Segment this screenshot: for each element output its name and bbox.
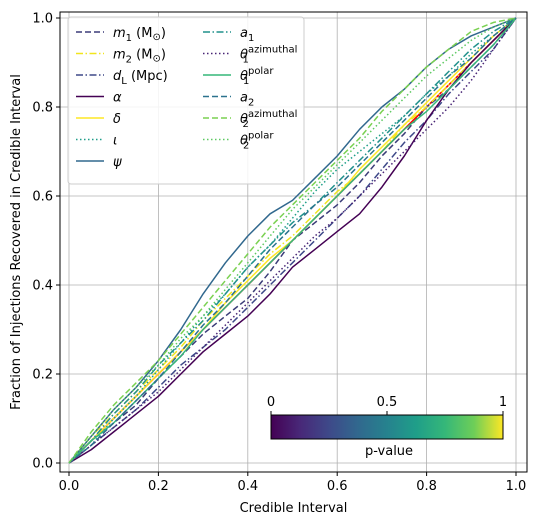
x-tick-label: 1.0 bbox=[506, 479, 527, 494]
series-line-11 bbox=[68, 17, 517, 464]
legend-box bbox=[67, 16, 305, 185]
legend-label-main: ι bbox=[113, 134, 117, 149]
legend-label-sup: azimuthal bbox=[248, 45, 297, 56]
y-tick-label: 0.6 bbox=[32, 190, 53, 205]
colorbar-gradient bbox=[270, 414, 504, 440]
legend-label-sub: 1 bbox=[243, 76, 249, 87]
legend-label-suffix: (M bbox=[132, 26, 152, 41]
legend-label-3: α bbox=[113, 91, 122, 106]
x-ticks: 0.0 0.2 0.4 0.6 0.8 1.0 bbox=[59, 472, 527, 494]
legend-label-sup: polar bbox=[248, 66, 274, 77]
legend-label-main: m bbox=[113, 26, 126, 41]
series-line-7 bbox=[68, 17, 517, 464]
legend-label-6: ψ bbox=[113, 155, 122, 170]
y-tick-label: 0.4 bbox=[32, 279, 53, 294]
colorbar-tick-label: 1 bbox=[499, 395, 507, 410]
y-tick-label: 0.8 bbox=[32, 101, 53, 116]
legend-label-sub: 2 bbox=[126, 55, 132, 66]
legend-label-12: θpolar 2 bbox=[240, 131, 274, 152]
legend-label-sub: 2 bbox=[242, 119, 248, 130]
legend-label-main: θ bbox=[240, 69, 248, 84]
colorbar-tick-label: 0 bbox=[267, 395, 275, 410]
x-tick-label: 0.2 bbox=[148, 479, 169, 494]
x-axis-label: Credible Interval bbox=[240, 501, 348, 516]
legend-label-5: ι bbox=[113, 134, 117, 149]
legend-label-11: θazimuthal 2 bbox=[240, 109, 297, 130]
x-tick-label: 0.6 bbox=[327, 479, 348, 494]
colorbar-label: p-value bbox=[365, 444, 413, 459]
legend-label-main: θ bbox=[240, 112, 248, 127]
legend-label-1: m2 (M⊙) bbox=[113, 48, 166, 66]
colorbar-tick-label: 0.5 bbox=[377, 395, 398, 410]
y-tick-label: 1.0 bbox=[32, 12, 53, 27]
legend-label-sub: 1 bbox=[126, 33, 132, 44]
x-tick-label: 0.8 bbox=[416, 479, 437, 494]
legend-label-sub: L bbox=[121, 76, 127, 87]
legend-label-sun: ⊙ bbox=[152, 54, 160, 65]
legend-label-main: m bbox=[113, 48, 126, 63]
legend-label-main: α bbox=[113, 91, 122, 106]
legend-label-main: a bbox=[240, 26, 248, 41]
legend-label-4: δ bbox=[113, 112, 121, 127]
y-tick-label: 0.0 bbox=[32, 457, 53, 472]
legend-label-sub: 2 bbox=[248, 98, 254, 109]
series-layer bbox=[68, 17, 517, 464]
series-line-2 bbox=[68, 17, 517, 464]
legend-label-sub: 2 bbox=[243, 141, 249, 152]
legend-label-main: θ bbox=[240, 48, 248, 63]
legend-label-main: a bbox=[240, 91, 248, 106]
series-line-1 bbox=[68, 17, 517, 464]
y-ticks: 0.0 0.2 0.4 0.6 0.8 1.0 bbox=[32, 12, 60, 472]
legend-label-0: m1 (M⊙) bbox=[113, 26, 166, 44]
legend-label-main: θ bbox=[240, 134, 248, 149]
legend-label-7: a1 bbox=[240, 26, 254, 44]
colorbar: 0 0.5 1 p-value bbox=[267, 395, 507, 459]
legend-label-main: δ bbox=[113, 112, 121, 127]
x-tick-label: 0.4 bbox=[237, 479, 258, 494]
legend-label-close: ) bbox=[161, 26, 166, 41]
legend-label-9: θpolar 1 bbox=[240, 66, 274, 87]
legend-label-sun: ⊙ bbox=[152, 32, 160, 43]
legend-label-suffix: (M bbox=[132, 48, 152, 63]
legend-label-sup: azimuthal bbox=[248, 109, 297, 120]
legend-label-10: a2 bbox=[240, 91, 254, 109]
legend-label-2: dL (Mpc) bbox=[113, 69, 168, 87]
legend-label-sub: 1 bbox=[242, 55, 248, 66]
series-line-5 bbox=[68, 17, 517, 464]
legend-label-sub: 1 bbox=[248, 33, 254, 44]
plot-frame bbox=[59, 11, 528, 473]
legend-label-sup: polar bbox=[248, 131, 274, 142]
legend-label-main: ψ bbox=[113, 155, 122, 170]
series-line-3 bbox=[68, 17, 517, 464]
legend-label-8: θazimuthal 1 bbox=[240, 45, 297, 66]
y-tick-label: 0.2 bbox=[32, 368, 53, 383]
y-axis-label: Fraction of Injections Recovered in Cred… bbox=[9, 74, 24, 410]
legend-label-close: ) bbox=[161, 48, 166, 63]
legend-label-suffix: (Mpc) bbox=[127, 69, 168, 84]
x-tick-label: 0.0 bbox=[59, 479, 80, 494]
legend-label-main: d bbox=[113, 69, 122, 84]
series-line-10 bbox=[68, 17, 517, 464]
